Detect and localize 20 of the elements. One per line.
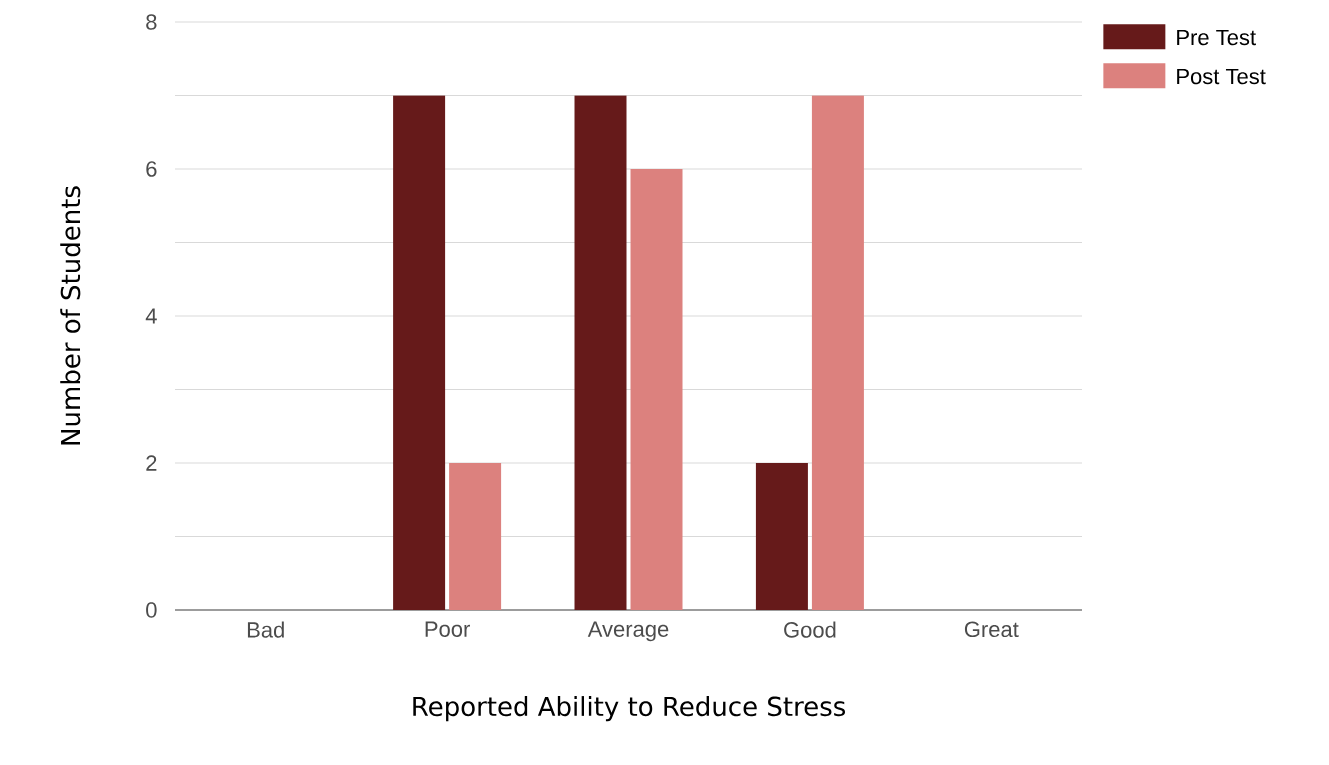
y-tick-label: 2 <box>146 455 157 471</box>
y-tick-label: 0 <box>146 602 157 618</box>
y-axis-title: Number of Students <box>60 186 81 445</box>
x-tick-label: Average <box>587 621 669 642</box>
bar <box>574 95 627 610</box>
x-tick-label: Bad <box>247 621 284 638</box>
y-tick-label: 8 <box>146 14 157 30</box>
x-tick-label: Good <box>784 621 836 638</box>
x-tick-label: Poor <box>425 621 470 637</box>
x-axis-title: Reported Ability to Reduce Stress <box>413 696 846 722</box>
y-tick-label: 6 <box>146 161 157 177</box>
bar <box>393 95 446 610</box>
x-tick-label: Great <box>964 621 1019 638</box>
legend-label: Pre Test <box>1177 29 1256 46</box>
legend-label: Post Test <box>1177 68 1266 85</box>
bar <box>755 463 808 610</box>
bar <box>811 95 864 610</box>
y-tick-label: 4 <box>145 308 157 324</box>
bar <box>630 169 683 610</box>
bar <box>449 463 502 610</box>
